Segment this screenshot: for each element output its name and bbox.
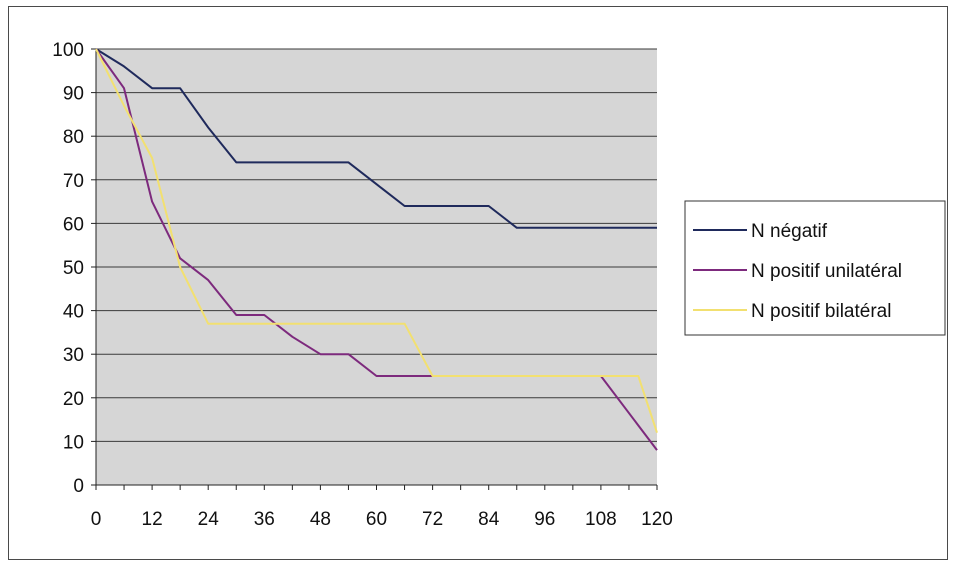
y-tick-label: 10 — [63, 432, 84, 453]
legend-label-3: N positif bilatéral — [751, 301, 891, 322]
x-tick-label: 24 — [198, 509, 220, 530]
y-tick-label: 90 — [63, 84, 84, 105]
x-tick-label: 108 — [585, 509, 617, 530]
series-line-1 — [95, 48, 657, 229]
x-tick-label: 36 — [254, 509, 275, 530]
line-chart: 0 10 20 30 40 50 60 70 80 90 100 0 12 24 36 48 60 72 84 96 1… — [52, 40, 946, 530]
y-tick-label: 40 — [63, 302, 84, 323]
series-line-3 — [95, 48, 658, 434]
x-tick-label: 84 — [478, 509, 500, 530]
y-tick-label: 30 — [63, 345, 84, 366]
x-tick-label: 0 — [91, 509, 102, 530]
x-tick-label: 72 — [422, 509, 443, 530]
y-tick-label: 100 — [52, 40, 84, 61]
y-tick-label: 0 — [73, 476, 84, 497]
x-tick-label: 12 — [142, 509, 163, 530]
x-tick-label: 60 — [366, 509, 387, 530]
y-tick-label: 20 — [63, 389, 84, 410]
y-tick-label: 70 — [63, 171, 84, 192]
legend-box — [684, 200, 946, 336]
x-tick-label: 120 — [641, 509, 673, 530]
x-tick-label: 48 — [310, 509, 331, 530]
x-tick-label: 96 — [534, 509, 555, 530]
y-tick-label: 80 — [63, 127, 84, 148]
legend-label-2: N positif unilatéral — [751, 261, 902, 282]
series-line-2 — [95, 48, 658, 451]
legend-label-1: N négatif — [751, 221, 828, 242]
chart-frame: 0 10 20 30 40 50 60 70 80 90 100 0 12 24 36 48 60 72 84 96 1… — [8, 6, 948, 560]
y-tick-label: 50 — [63, 258, 84, 279]
y-tick-label: 60 — [63, 214, 84, 235]
